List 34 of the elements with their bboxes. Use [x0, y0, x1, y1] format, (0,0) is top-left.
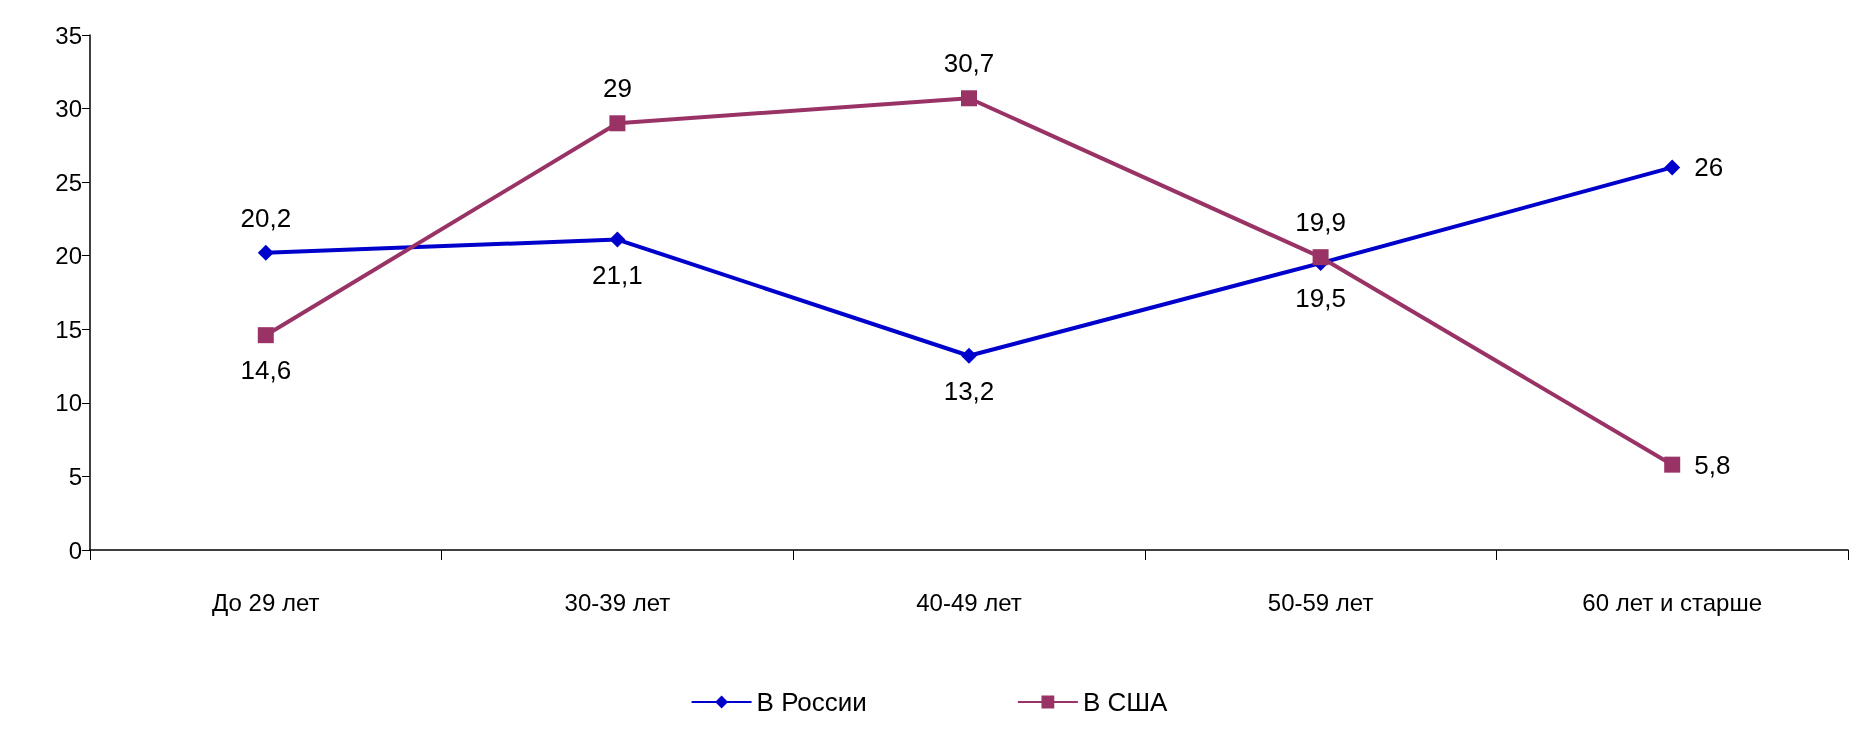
y-tick-label: 5 — [68, 462, 82, 490]
point — [257, 327, 274, 344]
x-tick-label: 60 лет и старше — [1582, 588, 1763, 616]
data-label: 30,7 — [943, 48, 995, 79]
data-label: 5,8 — [1694, 449, 1731, 480]
y-tick-label: 10 — [55, 389, 82, 417]
y-tick-label: 25 — [55, 168, 82, 196]
y-tick-label: 20 — [55, 242, 82, 270]
data-label: 26 — [1694, 152, 1724, 183]
x-tick-label: 50-59 лет — [1267, 588, 1374, 616]
y-tick-label: 0 — [68, 536, 82, 564]
data-label: 14,6 — [240, 355, 292, 386]
point — [609, 231, 626, 248]
point — [961, 347, 977, 364]
x-tick-label: До 29 лет — [212, 588, 320, 616]
data-label: 21,1 — [592, 259, 643, 290]
point — [1312, 249, 1329, 266]
data-label: 19,5 — [1295, 283, 1346, 314]
point — [609, 115, 626, 132]
x-tick-label: 30-39 лет — [564, 588, 671, 616]
y-tick-label: 30 — [55, 95, 82, 123]
y-tick-label: 15 — [55, 315, 82, 343]
point — [961, 90, 977, 107]
data-label: 20,2 — [240, 202, 292, 233]
point — [1664, 456, 1681, 473]
data-label: 29 — [602, 73, 632, 104]
legend-label: В России — [756, 687, 867, 717]
point — [257, 244, 274, 261]
y-tick-label: 35 — [55, 21, 82, 49]
data-label: 19,9 — [1295, 207, 1346, 238]
legend-label: В США — [1082, 687, 1169, 717]
data-label: 13,2 — [943, 375, 995, 406]
point — [1664, 159, 1681, 176]
x-tick-label: 40-49 лет — [916, 588, 1022, 616]
